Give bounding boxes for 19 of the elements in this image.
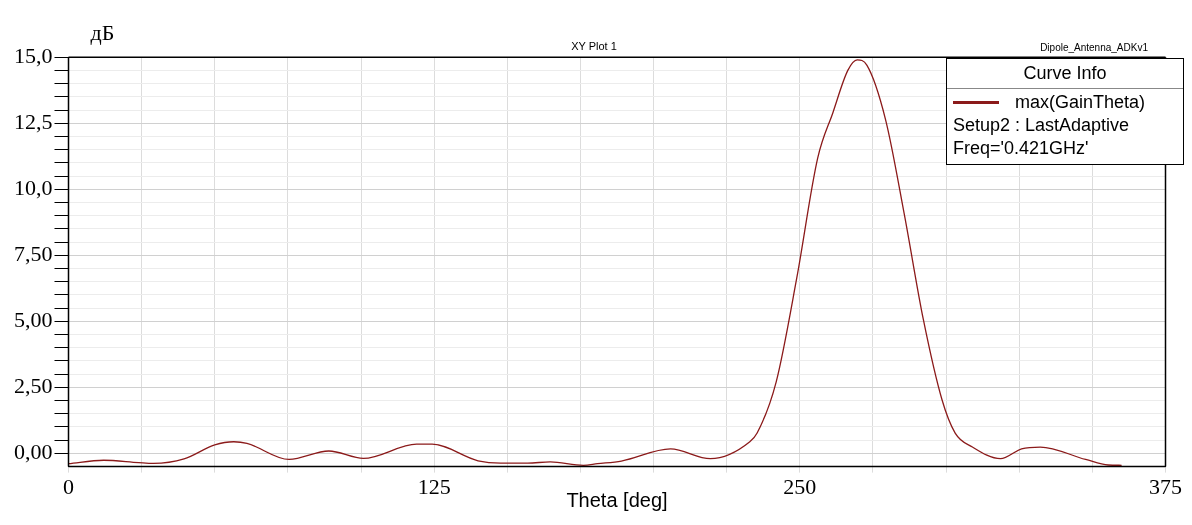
x-axis-title: Theta [deg] bbox=[566, 488, 668, 511]
y-axis-title: дБ bbox=[90, 19, 115, 45]
y-tick-label: 7,50 bbox=[14, 241, 53, 267]
y-tick-label: 10,0 bbox=[14, 175, 53, 201]
legend-label: max(GainTheta) bbox=[1015, 91, 1146, 114]
x-tick-label: 125 bbox=[417, 473, 451, 499]
x-tick-label: 375 bbox=[1149, 473, 1182, 499]
y-tick-label: 0,00 bbox=[14, 439, 53, 465]
y-tick-label: 2,50 bbox=[14, 373, 53, 399]
x-tick-label: 0 bbox=[63, 473, 74, 499]
text: Dipole_Antenna_ADKv1 bbox=[1040, 41, 1149, 53]
annotation: Setup2 : LastAdaptive bbox=[953, 114, 1131, 137]
y-tick-label: 15,0 bbox=[14, 42, 53, 68]
legend-title: Curve Info bbox=[1022, 62, 1108, 85]
y-tick-label: 5,00 bbox=[14, 307, 53, 333]
y-tick-label: 12,5 bbox=[14, 109, 53, 135]
chart-title: XY Plot 1 bbox=[571, 39, 617, 52]
x-tick-label: 250 bbox=[783, 473, 817, 499]
annotation: Freq='0.421GHz' bbox=[953, 137, 1090, 160]
